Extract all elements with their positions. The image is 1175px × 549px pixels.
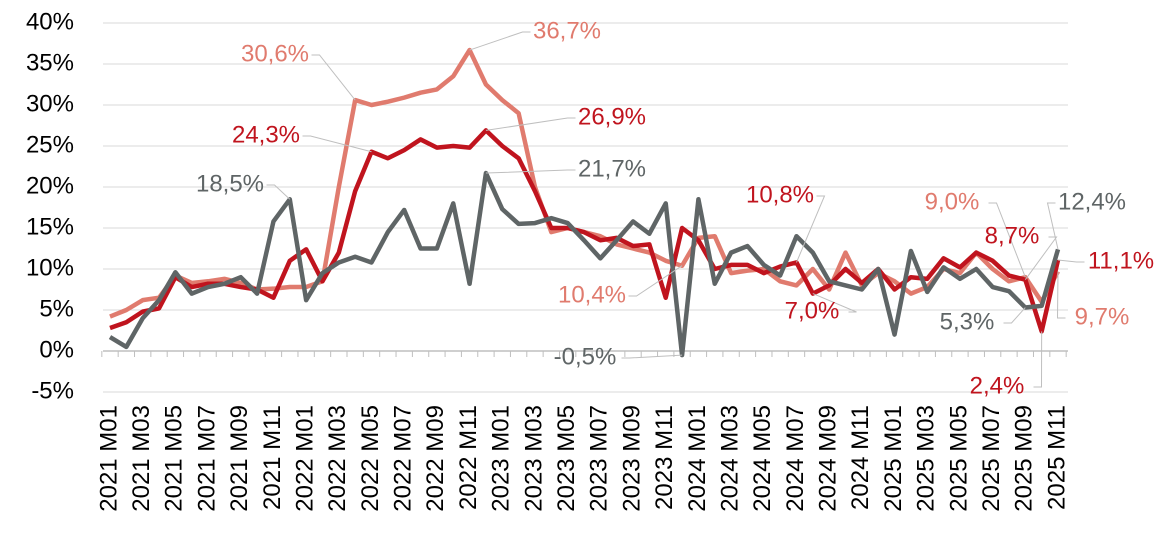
y-tick-label: 35% [26, 49, 74, 76]
y-tick-label: 0% [39, 336, 74, 363]
leader-line [1003, 307, 1026, 324]
y-tick-label: 25% [26, 131, 74, 158]
series-line [109, 128, 1061, 334]
x-tick-label: 2021 M09 [226, 405, 253, 512]
x-tick-label: 2025 M09 [1011, 405, 1038, 512]
x-tick-label: 2021 M01 [95, 405, 122, 512]
leader-line [1057, 259, 1085, 263]
x-tick-label: 2022 M11 [455, 405, 482, 510]
leader-line [266, 184, 291, 200]
leader-line [302, 135, 372, 153]
series-line [108, 170, 1061, 358]
data-label: 2,4% [970, 372, 1025, 399]
x-tick-label: 2025 M03 [913, 405, 940, 512]
leader-line [621, 354, 683, 359]
x-tick-label: 2025 M07 [978, 405, 1005, 512]
data-label: 10,8% [746, 181, 814, 208]
x-tick-label: 2023 M09 [618, 405, 645, 512]
data-label: 9,7% [1075, 303, 1130, 330]
x-tick-label: 2023 M01 [488, 405, 515, 512]
x-tick-label: 2025 M01 [880, 405, 907, 512]
x-tick-label: 2023 M05 [553, 405, 580, 512]
leader-line [628, 265, 683, 297]
y-tick-label: -5% [31, 377, 74, 404]
x-tick-label: 2024 M01 [684, 405, 711, 512]
x-tick-label: 2022 M03 [324, 405, 351, 512]
leader-line [796, 195, 826, 263]
leader-line [485, 117, 576, 131]
x-tick-label: 2021 M05 [161, 405, 188, 512]
x-tick-label: 2022 M05 [357, 405, 384, 512]
data-label: 18,5% [196, 170, 264, 197]
x-tick-label: 2023 M11 [651, 405, 678, 510]
x-tick-label: 2024 M07 [782, 405, 809, 512]
data-label: 21,7% [578, 155, 646, 182]
y-tick-label: 15% [26, 213, 74, 240]
data-label: 7,0% [785, 297, 840, 324]
x-tick-label: 2021 M11 [259, 405, 286, 510]
y-tick-label: 10% [26, 254, 74, 281]
x-tick-label: 2024 M03 [716, 405, 743, 512]
data-label: 36,7% [533, 17, 601, 44]
leader-line [311, 54, 356, 101]
x-tick-label: 2025 M11 [1043, 405, 1070, 510]
data-label: 10,4% [558, 281, 626, 308]
data-label: 8,7% [985, 222, 1040, 249]
leader-line [812, 293, 857, 313]
x-tick-label: 2021 M07 [193, 405, 220, 512]
data-label: 9,0% [925, 188, 980, 215]
leader-line [485, 169, 576, 174]
data-label: 11,1% [1088, 247, 1154, 274]
x-tick-label: 2025 M05 [945, 405, 972, 512]
leader-line [1033, 331, 1043, 388]
leader-line [1046, 202, 1059, 250]
x-tick-label: 2024 M05 [749, 405, 776, 512]
x-tick-label: 2023 M07 [586, 405, 613, 512]
x-tick-label: 2022 M07 [390, 405, 417, 512]
leader-line [1056, 271, 1066, 319]
x-tick-label: 2022 M01 [291, 405, 318, 512]
leader-line [1024, 236, 1058, 280]
x-tick-label: 2024 M09 [815, 405, 842, 512]
x-tick-label: 2022 M09 [422, 405, 449, 512]
leader-line [988, 202, 1026, 278]
data-label: -0,5% [554, 343, 617, 370]
data-label: 5,3% [940, 308, 995, 335]
y-tick-label: 20% [26, 172, 74, 199]
data-label: 26,9% [578, 103, 646, 130]
x-tick-label: 2023 M03 [520, 405, 547, 512]
data-label: 12,4% [1058, 188, 1126, 215]
x-tick-label: 2021 M03 [128, 405, 155, 512]
y-tick-label: 30% [26, 90, 74, 117]
x-tick-label: 2024 M11 [847, 405, 874, 510]
y-tick-label: 40% [26, 8, 74, 35]
data-label: 24,3% [232, 121, 300, 148]
leader-line [469, 31, 531, 51]
data-label: 30,6% [241, 40, 309, 67]
y-tick-label: 5% [39, 295, 74, 322]
